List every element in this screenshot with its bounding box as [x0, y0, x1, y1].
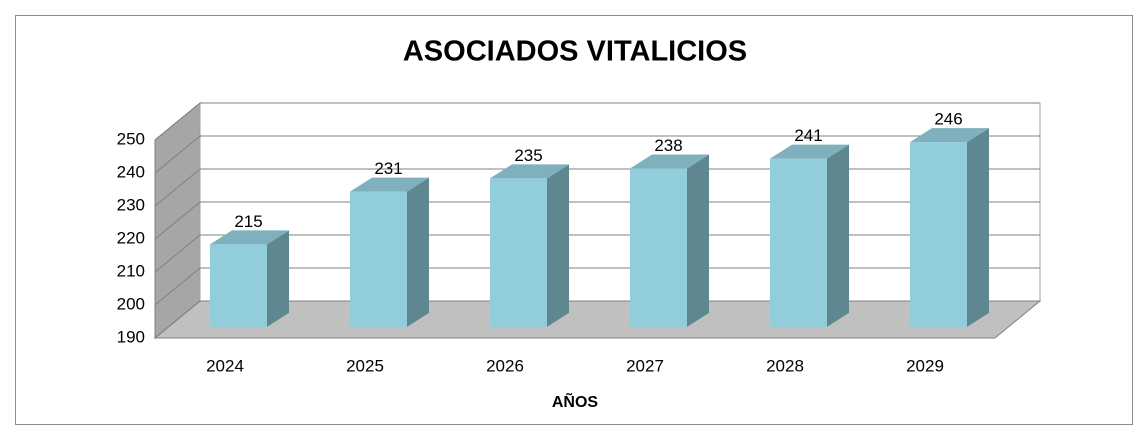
grid-line	[154, 234, 1040, 273]
y-tick-label: 190	[117, 327, 145, 346]
bar-side	[407, 177, 429, 327]
grid-line	[154, 201, 1040, 240]
x-axis-title: AÑOS	[552, 391, 599, 411]
bar	[350, 191, 407, 327]
grid-line	[154, 168, 1040, 207]
bar-top	[630, 154, 709, 169]
x-tick-label: 2028	[766, 356, 804, 375]
bars	[210, 128, 989, 327]
x-tick-label: 2024	[206, 356, 244, 375]
bar-side	[967, 128, 989, 327]
x-tick-label: 2025	[346, 356, 384, 375]
grid-line	[154, 102, 1040, 141]
bar-top	[910, 128, 989, 143]
bar	[490, 178, 547, 327]
bar	[910, 142, 967, 327]
data-label: 241	[794, 126, 822, 145]
x-tick-label: 2027	[626, 356, 664, 375]
data-label: 238	[654, 136, 682, 155]
bar	[210, 244, 267, 327]
x-tick-label: 2026	[486, 356, 524, 375]
bar-top	[210, 230, 289, 245]
data-label: 235	[514, 146, 542, 165]
bar-side	[827, 144, 849, 327]
x-tick-label: 2029	[906, 356, 944, 375]
data-label: 246	[934, 110, 962, 129]
grid-line	[154, 135, 1040, 174]
y-tick-label: 230	[117, 195, 145, 214]
bar-top	[350, 177, 429, 192]
chart-title: ASOCIADOS VITALICIOS	[403, 36, 747, 68]
y-tick-label: 240	[117, 162, 145, 181]
y-tick-label: 220	[117, 228, 145, 247]
y-tick-label: 210	[117, 261, 145, 280]
bar-top	[490, 164, 569, 179]
y-tick-label: 200	[117, 294, 145, 313]
bar	[770, 158, 827, 327]
y-tick-label: 250	[117, 129, 145, 148]
bar-side	[687, 154, 709, 327]
grid-line	[154, 267, 1040, 306]
bar	[630, 168, 687, 327]
data-label: 215	[234, 212, 262, 231]
bar-side	[547, 164, 569, 327]
data-label: 231	[374, 159, 402, 178]
grid	[154, 102, 1040, 339]
grid-line	[154, 300, 1040, 339]
bar-top	[770, 144, 849, 159]
bar-side	[267, 230, 289, 327]
